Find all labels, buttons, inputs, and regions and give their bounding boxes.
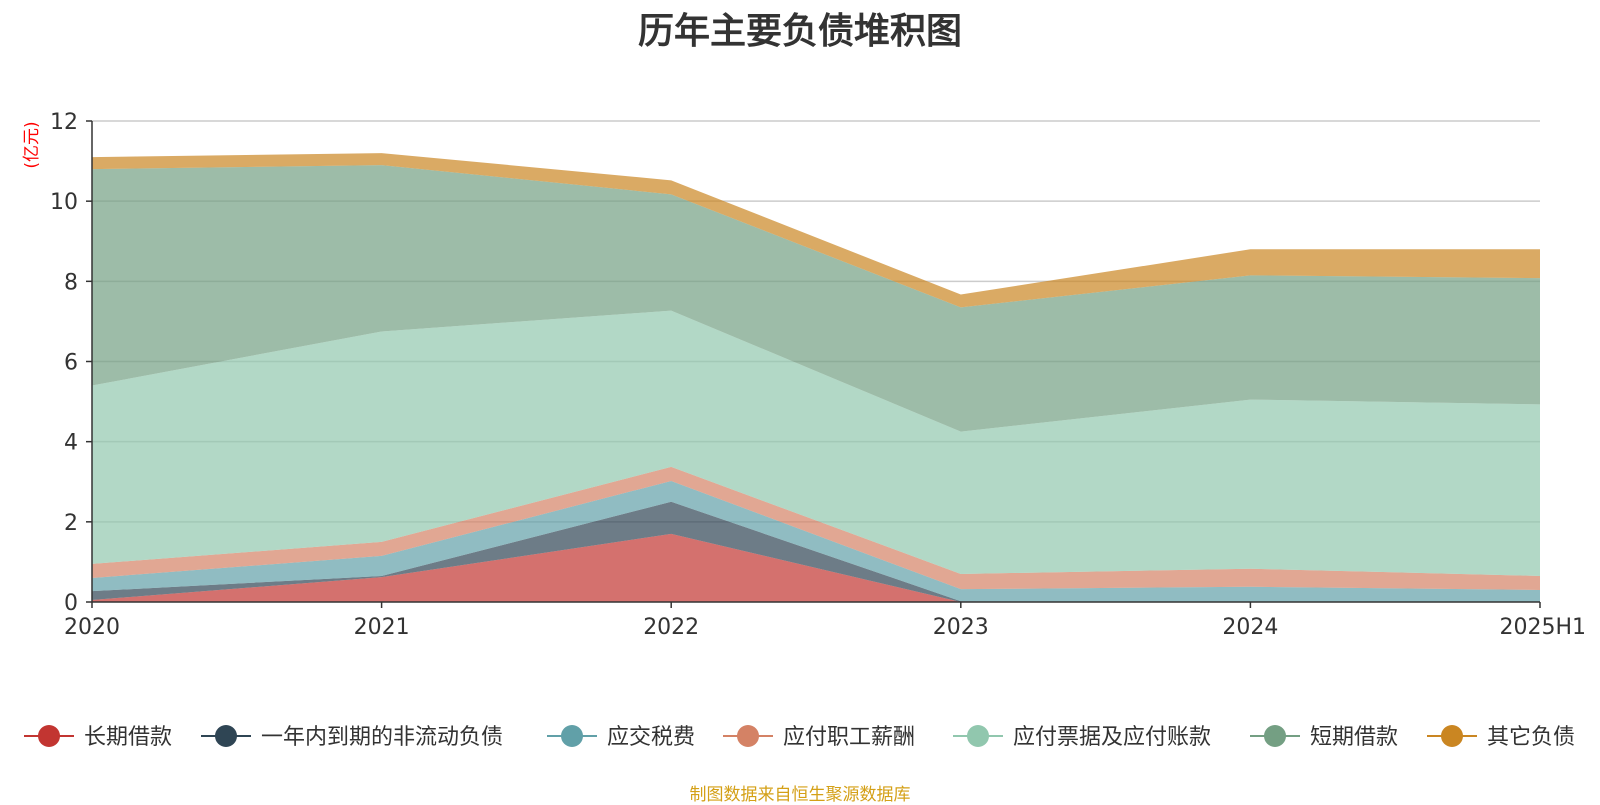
legend-item-4[interactable]: 应付票据及应付账款 xyxy=(953,725,1211,750)
area-series-6 xyxy=(92,153,1540,308)
legend-item-3[interactable]: 应付职工薪酬 xyxy=(723,725,915,750)
area-series-0 xyxy=(92,533,1540,602)
data-source-note: 制图数据来自恒生聚源数据库 xyxy=(689,785,911,805)
area-series-5 xyxy=(92,165,1540,432)
y-tick-label: 10 xyxy=(50,190,78,215)
x-tick-label: 2021 xyxy=(354,615,410,640)
area-series-2 xyxy=(92,480,1540,602)
legend-item-0[interactable]: 长期借款 xyxy=(24,725,172,750)
legend-item-1[interactable]: 一年内到期的非流动负债 xyxy=(201,725,503,750)
legend-marker xyxy=(215,725,237,747)
x-tick-label: 2020 xyxy=(64,615,120,640)
x-tick-label: 2022 xyxy=(643,615,699,640)
legend-marker xyxy=(1264,725,1286,747)
legend: 长期借款 一年内到期的非流动负债 应交税费 应付职工薪酬 应付票据及应付账款 短期借款 其它… xyxy=(24,725,1575,750)
area-series-3 xyxy=(92,466,1540,590)
legend-label: 短期借款 xyxy=(1310,725,1398,750)
y-tick-label: 12 xyxy=(50,110,78,135)
y-tick-label: 2 xyxy=(64,511,78,536)
y-tick-label: 0 xyxy=(64,591,78,616)
legend-label: 长期借款 xyxy=(84,725,172,750)
legend-item-6[interactable]: 其它负债 xyxy=(1427,725,1575,750)
legend-marker xyxy=(1441,725,1463,747)
legend-label: 应交税费 xyxy=(607,725,695,750)
x-tick-label: 2025H1 xyxy=(1499,615,1586,640)
y-axis-unit-label: (亿元) xyxy=(22,121,42,168)
legend-item-2[interactable]: 应交税费 xyxy=(547,725,695,750)
stacked-areas xyxy=(92,153,1540,602)
legend-marker xyxy=(967,725,989,747)
legend-item-5[interactable]: 短期借款 xyxy=(1250,725,1398,750)
chart-title: 历年主要负债堆积图 xyxy=(637,11,962,52)
legend-label: 应付票据及应付账款 xyxy=(1013,725,1211,750)
x-tick-label: 2024 xyxy=(1222,615,1278,640)
y-tick-label: 6 xyxy=(64,351,78,376)
y-tick-label: 4 xyxy=(64,431,78,456)
y-tick-label: 8 xyxy=(64,270,78,295)
legend-marker xyxy=(737,725,759,747)
legend-label: 应付职工薪酬 xyxy=(783,725,915,750)
area-series-1 xyxy=(92,501,1540,602)
x-tick-label: 2023 xyxy=(933,615,989,640)
legend-label: 一年内到期的非流动负债 xyxy=(261,725,503,750)
area-series-4 xyxy=(92,310,1540,576)
legend-marker xyxy=(38,725,60,747)
axes: 0 2 4 6 8 10 12 2020 2021 2022 2023 2024 2025H1 xyxy=(50,110,1586,640)
legend-marker xyxy=(561,725,583,747)
legend-label: 其它负债 xyxy=(1487,725,1575,750)
